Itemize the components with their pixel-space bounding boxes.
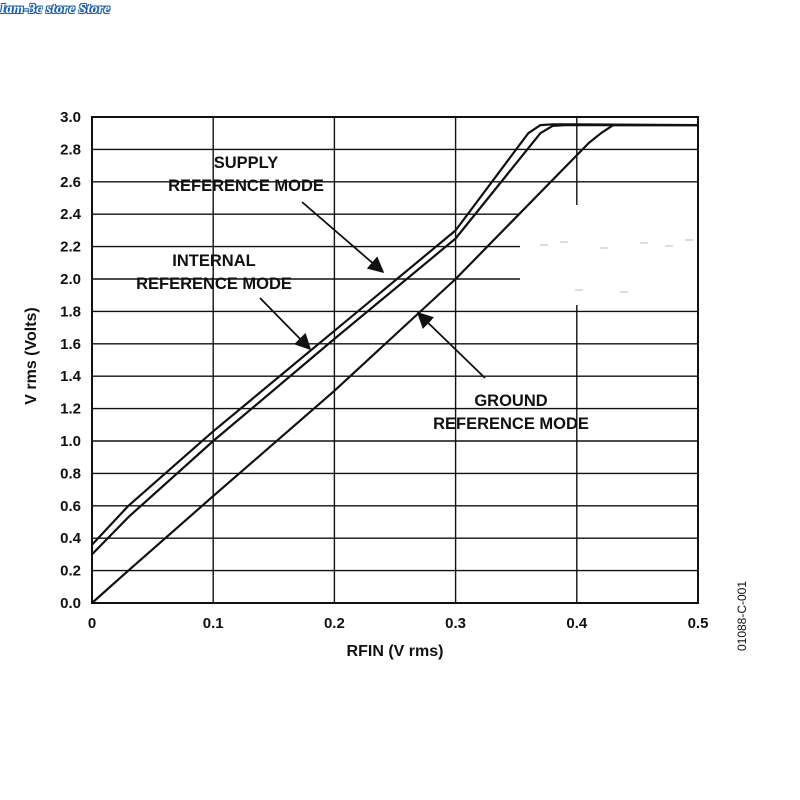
annotation-supply-reference-mode: SUPPLY REFERENCE MODE <box>168 154 385 274</box>
x-tick-label-1: 0.1 <box>203 615 224 632</box>
plot-frame <box>91 116 699 604</box>
y-tick-label-4: 0.8 <box>60 465 81 482</box>
x-tick-label-4: 0.4 <box>566 615 588 632</box>
store-watermark: Iam-3c store Store <box>0 2 111 17</box>
annotation-internal-reference-mode: INTERNAL REFERENCE MODE <box>136 252 312 351</box>
y-tick-label-9: 1.8 <box>60 303 81 320</box>
y-tick-label-12: 2.4 <box>60 206 82 223</box>
y-tick-label-5: 1.0 <box>60 433 81 450</box>
annotation-arrow-ground-reference-mode <box>416 311 486 379</box>
y-tick-label-11: 2.2 <box>60 239 81 256</box>
y-tick-label-15: 3.0 <box>60 109 81 126</box>
y-tick-label-13: 2.6 <box>60 174 81 191</box>
series-line-ground-reference-mode <box>91 123 698 604</box>
y-tick-label-8: 1.6 <box>60 336 81 353</box>
y-tick-label-10: 2.0 <box>60 271 81 288</box>
x-tick-label-0: 0 <box>88 615 96 632</box>
y-tick-labels: 0.0 0.2 0.4 0.6 0.8 1.0 1.2 1.4 1.6 1.8 2.0 2.2 2.4 2… <box>60 109 82 612</box>
y-axis-label: V rms (Volts) <box>23 307 40 405</box>
washed-out-patch <box>520 205 698 305</box>
y-tick-label-6: 1.2 <box>60 401 81 418</box>
series-line-internal-reference-mode <box>91 123 698 556</box>
annotation-arrow-supply-reference-mode <box>301 201 385 274</box>
annotation-arrow-internal-reference-mode <box>259 297 312 351</box>
y-tick-label-3: 0.6 <box>60 498 81 515</box>
x-tick-label-2: 0.2 <box>324 615 345 632</box>
image-artifact <box>520 205 698 305</box>
x-axis-label: RFIN (V rms) <box>347 643 444 660</box>
annotation-text-supply-reference-mode-0: SUPPLY <box>214 154 279 172</box>
x-tick-labels: 0 0.1 0.2 0.3 0.4 0.5 <box>88 615 709 632</box>
x-tick-label-3: 0.3 <box>445 615 466 632</box>
series-group <box>91 123 699 604</box>
annotation-text-supply-reference-mode-1: REFERENCE MODE <box>168 177 324 195</box>
annotations: SUPPLY REFERENCE MODE INTERNAL REFERENCE MO… <box>136 154 589 433</box>
x-tick-label-5: 0.5 <box>688 615 709 632</box>
annotation-ground-reference-mode: GROUND REFERENCE MODE <box>416 311 589 433</box>
y-tick-label-7: 1.4 <box>60 368 82 385</box>
y-tick-label-0: 0.0 <box>60 595 81 612</box>
y-tick-label-1: 0.2 <box>60 563 81 580</box>
y-tick-label-14: 2.8 <box>60 141 81 158</box>
annotation-text-internal-reference-mode-1: REFERENCE MODE <box>136 275 292 293</box>
annotation-text-ground-reference-mode-1: REFERENCE MODE <box>433 415 589 433</box>
figure-id: 01088-C-001 <box>735 581 749 651</box>
annotation-text-internal-reference-mode-0: INTERNAL <box>172 252 255 270</box>
annotation-text-ground-reference-mode-0: GROUND <box>474 392 547 410</box>
y-tick-label-2: 0.4 <box>60 530 82 547</box>
